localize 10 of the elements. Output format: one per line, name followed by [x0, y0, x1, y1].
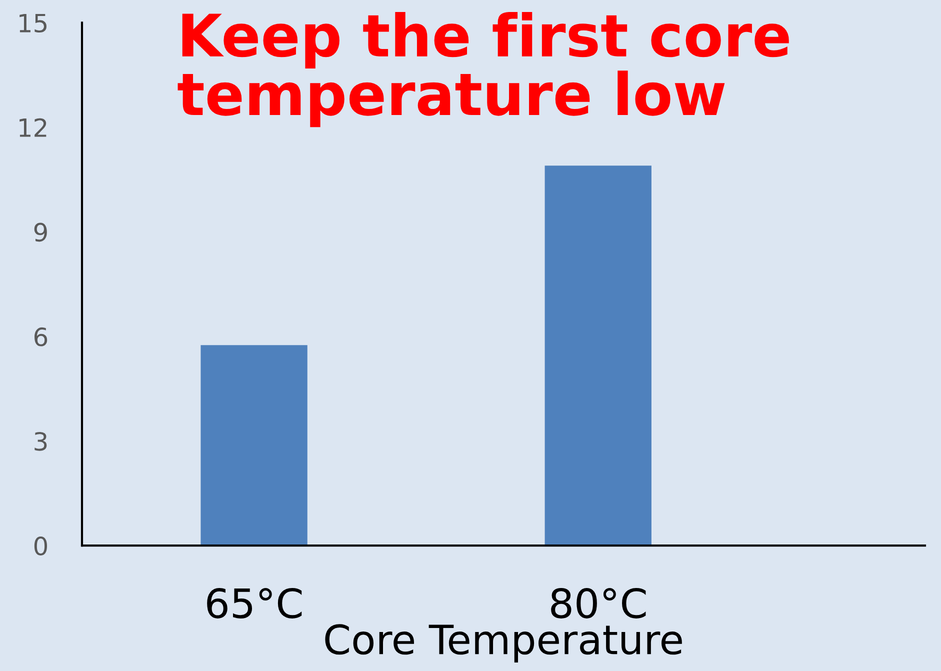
y-tick-label: 0	[34, 536, 48, 556]
x-axis-title: Core Temperature	[325, 624, 682, 662]
x-tick-label: 65°C	[207, 588, 302, 618]
y-tick-label: 3	[34, 432, 47, 451]
y-tick-label: 15	[20, 14, 46, 33]
y-tick-label: 6	[34, 327, 48, 346]
y-tick-label: 9	[34, 222, 47, 242]
y-tick-label: 12	[20, 118, 46, 137]
x-tick-label: 80°C	[551, 588, 646, 618]
chart-title: Keep the first core temperature low	[178, 12, 789, 128]
